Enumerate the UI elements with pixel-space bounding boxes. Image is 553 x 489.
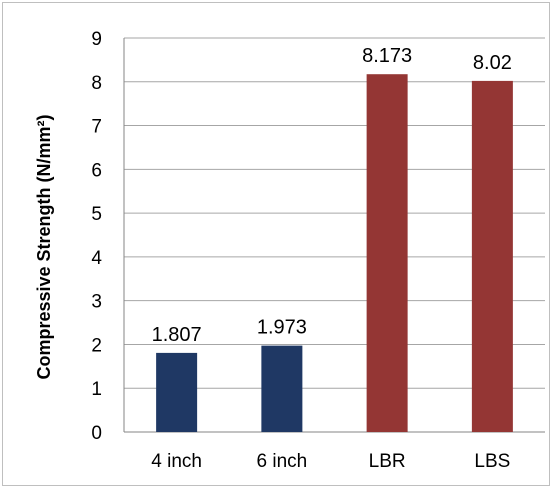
data-label: 1.807 <box>152 324 202 346</box>
y-tick-label: 2 <box>91 335 102 356</box>
data-label: 8.173 <box>362 45 412 67</box>
x-tick-label: LBR <box>369 451 406 472</box>
x-tick-label: LBS <box>474 451 510 472</box>
y-tick-label: 7 <box>91 117 102 138</box>
data-label: 1.973 <box>257 317 307 339</box>
bar-chart: 0 1 2 3 4 5 6 7 8 9 1.807 1.973 8.173 8.02 4 inch 6 i… <box>34 29 545 472</box>
category-labels: 4 inch 6 inch LBR LBS <box>151 451 510 472</box>
data-label: 8.02 <box>473 52 512 74</box>
x-tick-label: 6 inch <box>257 451 308 472</box>
y-tick-label: 8 <box>91 73 102 94</box>
bar-6-inch <box>261 345 303 432</box>
x-tick-label: 4 inch <box>151 451 202 472</box>
gridlines <box>124 37 545 389</box>
y-tick-label: 0 <box>91 423 102 444</box>
bar-lbs <box>471 80 513 432</box>
bars <box>156 74 513 432</box>
y-tick-label: 1 <box>91 379 102 400</box>
y-tick-label: 4 <box>91 248 102 269</box>
bar-4-inch <box>156 352 198 432</box>
y-tick-label: 3 <box>91 292 102 313</box>
bar-lbr <box>366 74 408 432</box>
data-labels: 1.807 1.973 8.173 8.02 <box>152 45 512 346</box>
y-tick-label: 5 <box>91 204 102 225</box>
y-tick-labels: 0 1 2 3 4 5 6 7 8 9 <box>91 29 102 444</box>
y-tick-label: 9 <box>91 29 102 50</box>
y-axis-label: Compressive Strength (N/mm²) <box>34 114 54 379</box>
y-tick-label: 6 <box>91 160 102 181</box>
